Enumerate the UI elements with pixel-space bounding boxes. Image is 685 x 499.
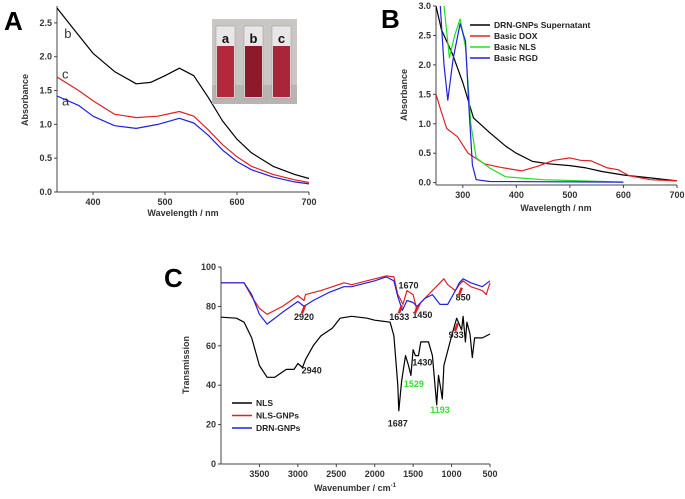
legend-entry: NLS: [256, 398, 273, 408]
x-axis-label: Wavelength / nm: [520, 203, 591, 213]
peak-annotation: 850: [456, 292, 471, 302]
curve-label: a: [62, 93, 70, 108]
y-tick-label: 2.5: [418, 30, 431, 40]
peak-annotation: 1687: [388, 419, 408, 429]
x-tick-label: 500: [562, 190, 577, 200]
y-tick-label: 2.0: [39, 52, 52, 62]
y-tick-label: 20: [206, 420, 216, 430]
x-tick-label: 600: [229, 197, 244, 207]
y-axis-label: Absorbance: [399, 69, 409, 121]
series-line-basic-dox: [436, 94, 678, 182]
y-tick-label: 3.0: [418, 1, 431, 11]
y-axis-label: Absorbance: [20, 74, 30, 126]
x-tick-label: 3500: [249, 469, 269, 479]
y-tick-label: 40: [206, 380, 216, 390]
y-tick-label: 1.0: [39, 119, 52, 129]
legend-entry: DRN-GNPs: [256, 423, 301, 433]
x-tick-label: 400: [509, 190, 524, 200]
cuvette-liquid: [273, 46, 290, 97]
series-line-nls: [221, 315, 491, 412]
x-tick-label: 1500: [403, 469, 423, 479]
x-tick-label: 400: [85, 197, 100, 207]
legend-entry: DRN-GNPs Supernatant: [494, 20, 591, 30]
x-tick-label: 500: [157, 197, 172, 207]
legend-entry: Basic DOX: [494, 31, 538, 41]
x-tick-label: 300: [455, 190, 470, 200]
x-tick-label: 500: [482, 469, 497, 479]
series-line-c: [57, 76, 310, 184]
peak-arrow: [397, 304, 404, 314]
peak-annotation: 2920: [294, 312, 314, 322]
chart-panel-A: A 400 500 600 700 0.0 0.5 1.0 1.5 2.0 2.5 Wavelengt…: [4, 6, 317, 218]
y-tick-label: 0.5: [418, 148, 431, 158]
y-axis-label: Transmission: [181, 336, 191, 394]
series-line-b: [57, 7, 310, 180]
cuvette-liquid: [217, 46, 234, 97]
y-tick-label: 0.0: [418, 178, 431, 188]
peak-annotation: 1529: [404, 379, 424, 389]
x-tick-label: 3000: [288, 469, 308, 479]
series-line-drn-gnps-supernatant: [436, 5, 678, 182]
x-tick-label: 600: [616, 190, 631, 200]
x-axis-label-superscript: -1: [391, 483, 397, 489]
x-tick-label: 2000: [365, 469, 385, 479]
series-line-nls-gnps: [221, 275, 491, 315]
cuvette-label: b: [250, 31, 258, 46]
x-axis-label: Wavenumber / cm-1: [314, 483, 397, 493]
y-tick-label: 2.0: [418, 60, 431, 70]
peak-annotation: 1670: [399, 281, 419, 291]
x-tick-label: 1000: [442, 469, 462, 479]
peak-arrow: [453, 322, 460, 332]
peak-annotation: 2940: [302, 365, 322, 375]
y-tick-label: 0: [211, 459, 216, 469]
series-line-basic-rgd: [439, 5, 624, 183]
panel-label: C: [164, 263, 183, 293]
legend-entry: Basic NLS: [494, 42, 536, 52]
series-line-drn-gnps: [221, 276, 491, 325]
peak-annotation: 1633: [389, 312, 409, 322]
panel-label: A: [4, 6, 23, 36]
x-tick-label: 700: [669, 190, 684, 200]
y-tick-label: 100: [201, 262, 216, 272]
legend-entry: Basic RGD: [494, 53, 538, 63]
peak-arrow: [457, 287, 463, 297]
y-tick-label: 80: [206, 301, 216, 311]
peak-arrow: [300, 304, 307, 314]
peak-annotation: 1450: [412, 310, 432, 320]
y-tick-label: 1.5: [39, 86, 52, 96]
chart-panel-C: C 3500 3000 2500 2000 1500 1000 500 0 20 40 60 80 100…: [164, 262, 498, 493]
chart-panel-B: B 300 400 500 600 700 0.0 0.5 1.0 1.5 2.0 2.5 3.0 Wav…: [381, 1, 685, 213]
peak-annotation: 1430: [412, 358, 432, 368]
y-tick-label: 1.5: [418, 89, 431, 99]
curve-label: c: [62, 66, 69, 81]
peak-annotation: 933: [449, 330, 464, 340]
cuvette-photo-inset: a b c: [212, 19, 297, 104]
x-axis-label: Wavelength / nm: [147, 208, 218, 218]
legend-entry: NLS-GNPs: [256, 411, 299, 421]
x-tick-label: 700: [301, 197, 316, 207]
y-tick-label: 60: [206, 341, 216, 351]
y-tick-label: 0.0: [39, 187, 52, 197]
cuvette-label: c: [278, 31, 285, 46]
cuvette-liquid: [245, 46, 262, 97]
x-tick-label: 2500: [326, 469, 346, 479]
y-tick-label: 0.5: [39, 153, 52, 163]
curve-label: b: [64, 26, 71, 41]
peak-annotation: 1193: [430, 405, 450, 415]
y-tick-label: 2.5: [39, 18, 52, 28]
series-line-basic-nls: [443, 5, 624, 183]
y-tick-label: 1.0: [418, 119, 431, 129]
peak-arrow: [413, 304, 420, 314]
panel-label: B: [381, 4, 400, 34]
series-line-a: [57, 95, 310, 185]
cuvette-label: a: [222, 31, 230, 46]
